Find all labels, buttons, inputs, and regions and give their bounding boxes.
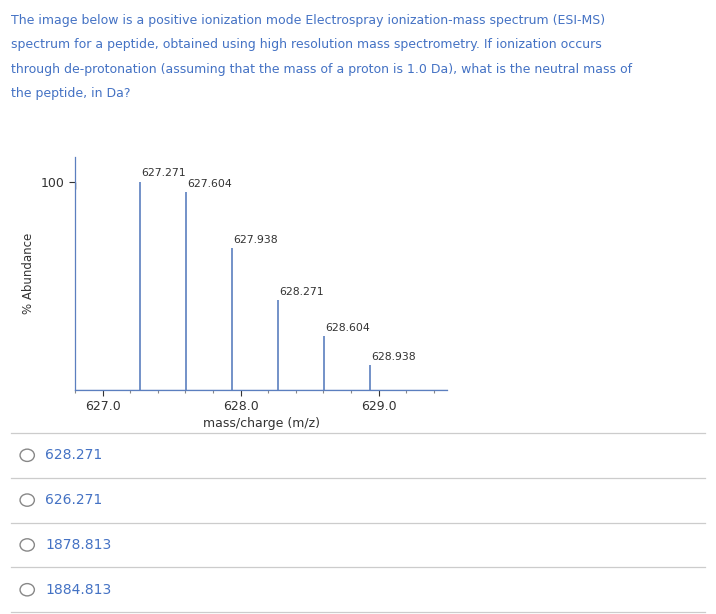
Text: 1878.813: 1878.813	[45, 538, 112, 552]
Text: 626.271: 626.271	[45, 493, 102, 507]
Text: 628.604: 628.604	[325, 322, 370, 333]
Text: The image below is a positive ionization mode Electrospray ionization-mass spect: The image below is a positive ionization…	[11, 14, 605, 26]
Text: the peptide, in Da?: the peptide, in Da?	[11, 87, 130, 100]
Text: 628.938: 628.938	[372, 352, 416, 362]
Text: 627.938: 627.938	[233, 235, 278, 245]
Text: 1884.813: 1884.813	[45, 583, 112, 597]
Text: 627.604: 627.604	[188, 179, 232, 189]
Y-axis label: % Abundance: % Abundance	[22, 233, 35, 314]
X-axis label: mass/charge (m/z): mass/charge (m/z)	[203, 418, 320, 430]
Text: through de-protonation (assuming that the mass of a proton is 1.0 Da), what is t: through de-protonation (assuming that th…	[11, 63, 632, 76]
Text: 628.271: 628.271	[45, 448, 102, 462]
Text: 628.271: 628.271	[279, 287, 324, 297]
Text: spectrum for a peptide, obtained using high resolution mass spectrometry. If ion: spectrum for a peptide, obtained using h…	[11, 38, 601, 51]
Text: 627.271: 627.271	[142, 168, 186, 179]
